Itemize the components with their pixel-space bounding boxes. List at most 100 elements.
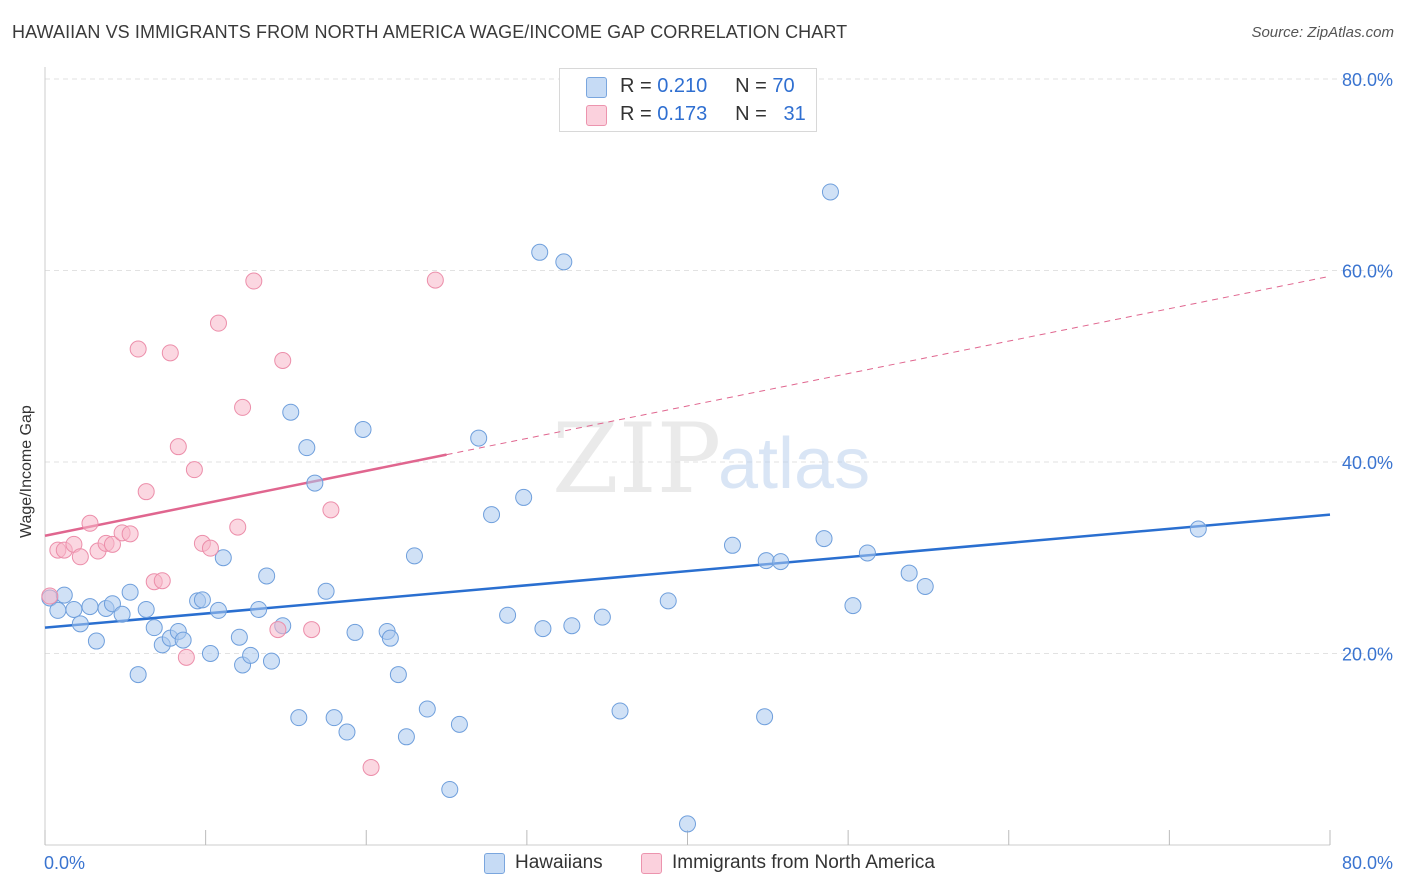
legend-r-label: R = [620,103,652,125]
point-hawaiians [282,403,300,421]
point-hawaiians [679,815,696,833]
point-immigrants [322,501,340,519]
point-hawaiians [815,530,833,548]
point-hawaiians [418,700,436,718]
point-hawaiians [214,549,232,567]
point-hawaiians [441,780,459,798]
legend-n-value: 31 [783,103,806,125]
point-immigrants [362,758,380,776]
point-hawaiians [916,577,934,595]
point-immigrants [71,548,89,566]
point-hawaiians [844,597,862,615]
data-points [41,183,1207,833]
point-hawaiians [659,592,677,610]
y-axis-label: Wage/Income Gap [18,405,35,538]
point-hawaiians [483,506,501,524]
point-hawaiians [250,600,268,618]
axes [44,67,1331,846]
point-immigrants [185,461,203,479]
point-hawaiians [306,474,324,492]
point-immigrants [234,398,252,416]
point-immigrants [209,314,227,332]
bottom-legend-label: Immigrants from North America [672,852,935,873]
point-hawaiians [389,666,407,684]
point-hawaiians [772,553,790,571]
point-hawaiians [858,544,876,562]
watermark-zip: ZIP [552,403,721,515]
point-hawaiians [515,488,533,506]
point-hawaiians [290,709,308,727]
legend-r-value: 0.210 [657,75,708,97]
point-hawaiians [338,723,356,741]
legend: R = 0.210 N = 70 R = 0.173 N = 31 [559,68,817,132]
point-hawaiians [230,628,248,646]
point-hawaiians [137,600,155,618]
point-immigrants [269,621,287,639]
point-hawaiians [531,243,549,261]
point-immigrants [161,344,179,362]
y-tick-label: 20.0% [1342,645,1393,665]
legend-swatch-hawaiians [586,77,607,98]
point-hawaiians [103,595,121,613]
point-hawaiians [174,631,192,649]
point-hawaiians [499,606,517,624]
point-immigrants [153,572,171,590]
point-hawaiians [65,600,83,618]
point-hawaiians [113,605,131,623]
legend-swatch-immigrants [586,105,607,126]
point-hawaiians [71,615,89,633]
watermark-atlas: atlas [718,424,870,504]
point-immigrants [103,535,121,553]
x-tick-label: 80.0% [1342,853,1393,873]
point-hawaiians [534,620,552,638]
point-hawaiians [555,253,573,271]
legend-n-label: N = [735,75,767,97]
point-hawaiians [325,709,343,727]
point-hawaiians [611,702,629,720]
source-credit: Source: ZipAtlas.com [1251,24,1394,41]
point-immigrants [177,648,195,666]
point-hawaiians [81,598,99,616]
point-immigrants [137,483,155,501]
y-tick-label: 60.0% [1342,262,1393,282]
point-hawaiians [397,728,415,746]
point-hawaiians [900,564,918,582]
point-immigrants [129,340,147,358]
point-hawaiians [405,547,423,565]
point-immigrants [121,525,139,543]
y-tick-label: 40.0% [1342,453,1393,473]
legend-n-label: N = [735,103,767,125]
point-hawaiians [346,623,364,641]
legend-r-value: 0.173 [657,103,708,125]
y-tick-label: 80.0% [1342,70,1393,90]
point-hawaiians [450,715,468,733]
point-hawaiians [317,582,335,600]
point-hawaiians [262,652,280,670]
point-immigrants [169,438,187,456]
bottom-legend-label: Hawaiians [515,852,603,873]
legend-r-label: R = [620,75,652,97]
point-hawaiians [49,601,67,619]
point-hawaiians [87,632,105,650]
point-immigrants [229,518,247,536]
point-hawaiians [129,666,147,684]
point-hawaiians [298,439,316,457]
point-hawaiians [381,629,399,647]
point-hawaiians [470,429,488,447]
trend-line-immigrants [44,453,447,537]
point-hawaiians [242,646,260,664]
legend-n-value: 70 [772,75,795,97]
point-hawaiians [258,567,276,585]
point-hawaiians [723,536,741,554]
point-hawaiians [55,586,73,604]
bottom-legend-swatch-immigrants [641,853,662,874]
trend-line-immigrants-dashed [446,275,1331,456]
point-immigrants [303,621,321,639]
point-hawaiians [757,552,775,570]
point-immigrants [274,352,292,370]
bottom-legend-swatch-hawaiians [484,853,505,874]
chart-title: HAWAIIAN VS IMMIGRANTS FROM NORTH AMERIC… [12,22,848,42]
watermark: ZIP atlas [552,403,870,515]
x-tick-label: 0.0% [44,853,85,873]
